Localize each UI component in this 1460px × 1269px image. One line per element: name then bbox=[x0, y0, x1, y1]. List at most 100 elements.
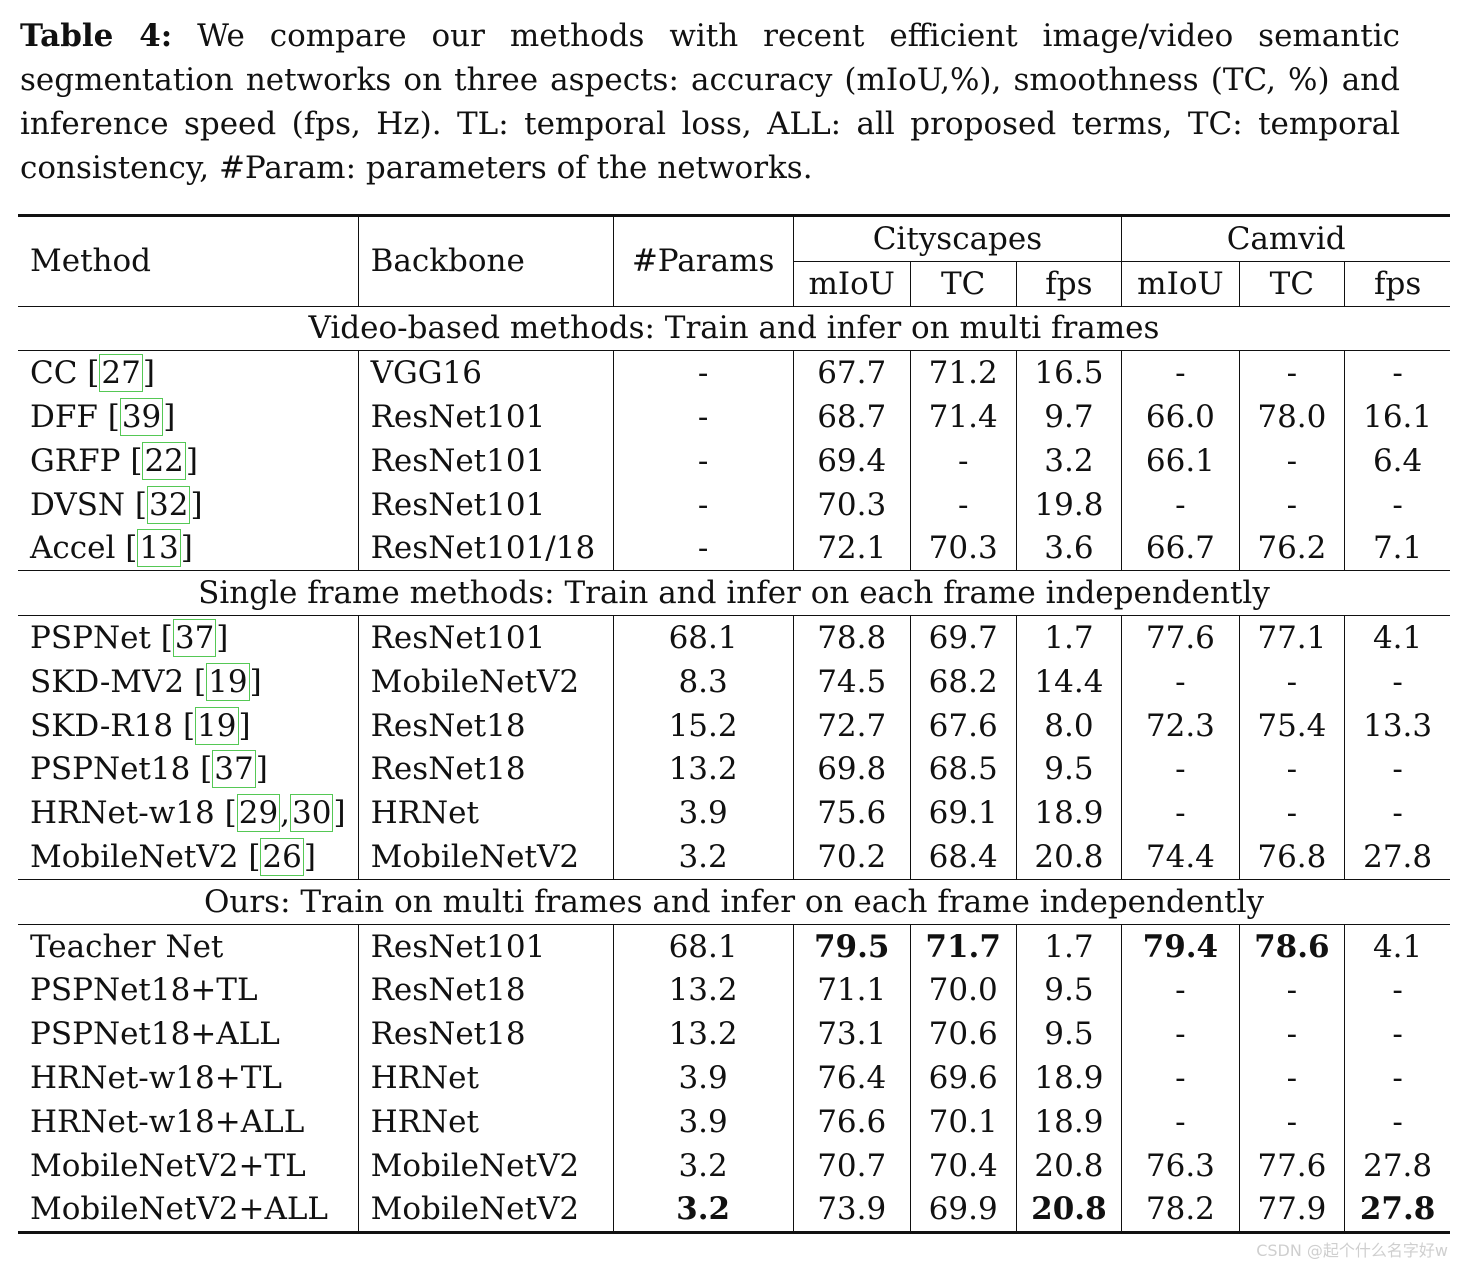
header-cv-miou: mIoU bbox=[1121, 260, 1239, 307]
cv-miou-cell: - bbox=[1121, 482, 1239, 527]
cs-tc-cell: 71.2 bbox=[909, 350, 1017, 396]
cs-fps-cell: 16.5 bbox=[1015, 350, 1122, 396]
cs-fps-cell: 20.8 bbox=[1015, 835, 1122, 880]
cv-miou-cell: - bbox=[1121, 747, 1239, 792]
cv-tc-cell: - bbox=[1238, 747, 1345, 792]
backbone-cell: HRNet bbox=[357, 1056, 614, 1100]
cv-tc-cell: - bbox=[1238, 350, 1345, 396]
cs-tc-cell: 68.2 bbox=[909, 659, 1017, 704]
section-header-row: Ours: Train on multi frames and infer on… bbox=[18, 879, 1450, 925]
section-title: Single frame methods: Train and infer on… bbox=[18, 570, 1450, 617]
method-cell: SKD-R18 [19] bbox=[30, 706, 251, 745]
table-row: PSPNet18+TL ResNet18 13.2 71.1 70.0 9.5- - - bbox=[18, 968, 1450, 1013]
results-table: Method Backbone #Params Cityscapes Camvi… bbox=[18, 214, 1450, 1234]
cs-miou-cell: 70.3 bbox=[792, 482, 911, 527]
cv-miou-cell: 77.6 bbox=[1121, 615, 1239, 660]
cv-tc-cell: - bbox=[1238, 1012, 1345, 1057]
citation-link[interactable]: 30 bbox=[290, 794, 334, 833]
cv-tc-cell: - bbox=[1238, 791, 1345, 836]
table-row: SKD-MV2 [19] MobileNetV2 8.3 74.5 68.2 14.4- -… bbox=[18, 659, 1450, 704]
params-cell: 13.2 bbox=[612, 1012, 794, 1057]
params-cell: 3.9 bbox=[612, 1099, 794, 1144]
cv-fps-cell: - bbox=[1344, 791, 1450, 836]
cs-tc-cell: 70.4 bbox=[909, 1143, 1017, 1188]
params-cell: 3.2 bbox=[612, 1187, 794, 1233]
backbone-cell: MobileNetV2 bbox=[357, 1187, 614, 1233]
cs-fps-cell: 19.8 bbox=[1015, 482, 1122, 527]
cs-tc-cell: 70.0 bbox=[909, 968, 1017, 1013]
citation-link[interactable]: 27 bbox=[99, 354, 143, 393]
method-cell: PSPNet [37] bbox=[30, 619, 229, 658]
cs-tc-cell: 67.6 bbox=[909, 703, 1017, 748]
method-name: PSPNet18+ALL bbox=[30, 1016, 280, 1053]
backbone-cell: ResNet18 bbox=[357, 968, 614, 1013]
backbone-cell: ResNet18 bbox=[357, 747, 614, 792]
citation-link[interactable]: 37 bbox=[172, 619, 217, 658]
params-cell: 68.1 bbox=[612, 924, 794, 969]
citation-link[interactable]: 13 bbox=[137, 529, 181, 568]
cv-tc-cell: - bbox=[1238, 659, 1345, 704]
citation-link[interactable]: 22 bbox=[142, 441, 186, 480]
cv-tc-cell: 77.9 bbox=[1238, 1187, 1345, 1233]
cv-fps-cell: 13.3 bbox=[1344, 703, 1450, 748]
cv-tc-cell: 76.8 bbox=[1238, 835, 1345, 880]
cv-miou-cell: - bbox=[1121, 659, 1239, 704]
cs-fps-cell: 9.5 bbox=[1015, 747, 1122, 792]
cv-fps-cell: 4.1 bbox=[1344, 615, 1450, 660]
header-cv-tc: TC bbox=[1238, 260, 1345, 307]
method-name: HRNet-w18 bbox=[30, 795, 215, 832]
cv-tc-cell: 77.1 bbox=[1238, 615, 1345, 660]
method-name: Teacher Net bbox=[30, 928, 224, 965]
header-cs-miou: mIoU bbox=[792, 260, 911, 307]
cs-tc-cell: 71.4 bbox=[909, 395, 1017, 439]
backbone-cell: ResNet101 bbox=[357, 438, 614, 483]
header-cs-fps: fps bbox=[1015, 260, 1122, 307]
section-title: Ours: Train on multi frames and infer on… bbox=[18, 879, 1450, 925]
method-name: MobileNetV2+ALL bbox=[30, 1191, 328, 1228]
table-row: PSPNet [37] ResNet101 68.1 78.8 69.7 1.7 77.6 7… bbox=[18, 615, 1450, 660]
citation-link[interactable]: 37 bbox=[212, 750, 256, 789]
citation-link[interactable]: 32 bbox=[147, 485, 191, 524]
citation-link[interactable]: 26 bbox=[260, 838, 304, 877]
cs-miou-cell: 71.1 bbox=[792, 968, 911, 1013]
citation-link[interactable]: 39 bbox=[119, 398, 164, 437]
cv-fps-cell: 4.1 bbox=[1344, 924, 1450, 969]
citation-link[interactable]: 29 bbox=[236, 794, 281, 833]
cv-miou-cell: 72.3 bbox=[1121, 703, 1239, 748]
watermark: CSDN @起个什么名字好w bbox=[1256, 1241, 1448, 1260]
cv-fps-cell: - bbox=[1344, 350, 1450, 396]
citation-link[interactable]: 19 bbox=[195, 706, 239, 745]
cv-fps-cell: 27.8 bbox=[1344, 1143, 1450, 1188]
backbone-cell: ResNet101 bbox=[357, 615, 614, 660]
citation-link[interactable]: 19 bbox=[206, 662, 250, 701]
header-params: #Params bbox=[612, 215, 794, 307]
cs-miou-cell: 67.7 bbox=[792, 350, 911, 396]
method-name: Accel bbox=[30, 530, 116, 567]
method-cell: PSPNet18 [37] bbox=[30, 750, 268, 789]
cv-fps-cell: - bbox=[1344, 1056, 1450, 1100]
method-name: PSPNet18 bbox=[30, 751, 191, 788]
cv-miou-cell: 66.1 bbox=[1121, 438, 1239, 483]
cv-fps-cell: - bbox=[1344, 659, 1450, 704]
table-row: HRNet-w18+ALL HRNet 3.9 76.6 70.1 18.9- - - bbox=[18, 1099, 1450, 1144]
cv-tc-cell: 78.6 bbox=[1238, 924, 1345, 969]
cv-tc-cell: 75.4 bbox=[1238, 703, 1345, 748]
method-cell: HRNet-w18+TL bbox=[18, 1056, 358, 1100]
cv-miou-cell: - bbox=[1121, 1056, 1239, 1100]
cv-tc-cell: - bbox=[1238, 438, 1345, 483]
cv-miou-cell: - bbox=[1121, 350, 1239, 396]
cs-miou-cell: 72.7 bbox=[792, 703, 911, 748]
cs-miou-cell: 76.4 bbox=[792, 1056, 911, 1100]
cs-tc-cell: 70.3 bbox=[909, 526, 1017, 572]
cv-fps-cell: 7.1 bbox=[1344, 526, 1450, 572]
cv-tc-cell: 76.2 bbox=[1238, 526, 1345, 572]
cs-tc-cell: 69.7 bbox=[909, 615, 1017, 660]
params-cell: - bbox=[612, 482, 794, 527]
cv-fps-cell: 16.1 bbox=[1344, 395, 1450, 439]
params-cell: 3.2 bbox=[612, 1143, 794, 1188]
table-row: Teacher Net ResNet101 68.1 79.5 71.7 1.7 79.4 7… bbox=[18, 924, 1450, 969]
params-cell: 13.2 bbox=[612, 968, 794, 1013]
cv-fps-cell: - bbox=[1344, 482, 1450, 527]
table-row: MobileNetV2+ALL MobileNetV2 3.2 73.9 69.9 20.… bbox=[18, 1187, 1450, 1233]
cv-fps-cell: - bbox=[1344, 1099, 1450, 1144]
